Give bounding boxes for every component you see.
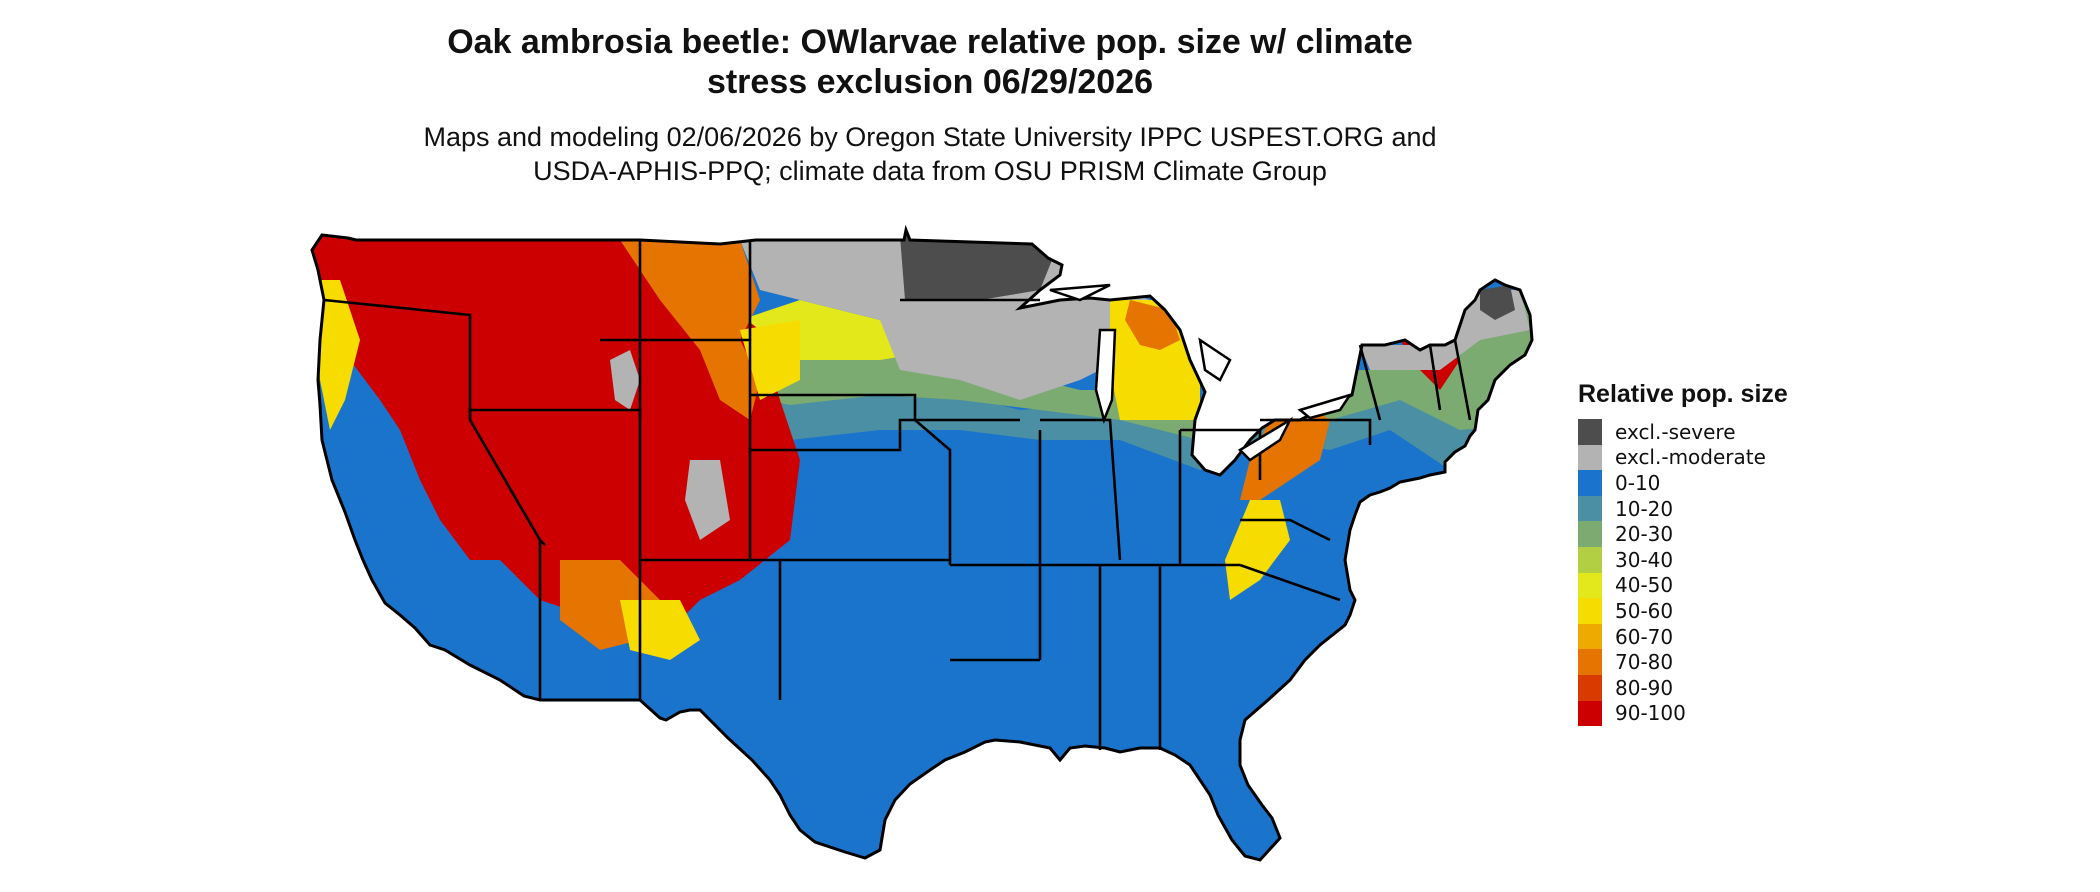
map-subtitle: Maps and modeling 02/06/2026 by Oregon S… — [300, 120, 1560, 188]
map-title: Oak ambrosia beetle: OWlarvae relative p… — [300, 22, 1560, 102]
legend-item: 80-90 — [1578, 674, 1788, 701]
great-lakes — [1049, 283, 1353, 462]
legend-item: 70-80 — [1578, 649, 1788, 675]
legend-label: excl.-severe — [1615, 419, 1736, 444]
legend-swatch — [1578, 598, 1602, 624]
legend-label: 20-30 — [1615, 522, 1674, 547]
legend-swatch — [1578, 419, 1602, 445]
region-ne-orange — [1240, 400, 1330, 500]
region-50-60-b — [740, 320, 800, 400]
legend-item: excl.-moderate — [1578, 444, 1788, 471]
legend-label: 90-100 — [1615, 701, 1686, 726]
legend-label: 30-40 — [1615, 547, 1674, 572]
legend-swatch — [1578, 674, 1602, 701]
region-20-30 — [740, 300, 1532, 440]
region-10-20 — [720, 330, 1532, 470]
map-title-line-2: stress exclusion 06/29/2026 — [706, 63, 1154, 101]
legend-label: 80-90 — [1615, 675, 1674, 700]
legend-title: Relative pop. size — [1578, 380, 1788, 408]
legend-swatch — [1578, 700, 1602, 727]
map-title-line-1: Oak ambrosia beetle: OWlarvae relative p… — [447, 23, 1413, 61]
legend-swatch — [1578, 623, 1602, 650]
region-ne-yellow — [1225, 500, 1290, 600]
legend-swatch — [1578, 495, 1602, 522]
legend-swatch — [1578, 572, 1602, 599]
legend-item: 50-60 — [1578, 598, 1788, 624]
region-excl-severe — [900, 236, 1060, 300]
legend-item: 40-50 — [1578, 572, 1788, 599]
state-borders — [323, 240, 1472, 750]
legend-items: excl.-severe excl.-moderate 0-10 10-20 20-30… — [1578, 419, 1788, 727]
legend-item: 0-10 — [1578, 470, 1788, 496]
legend-item: excl.-severe — [1578, 419, 1788, 445]
map-subtitle-line-1: Maps and modeling 02/06/2026 by Oregon S… — [423, 122, 1437, 152]
legend-swatch — [1578, 546, 1602, 573]
legend-item: 90-100 — [1578, 700, 1788, 727]
legend-swatch — [1578, 444, 1602, 471]
legend-label: excl.-moderate — [1615, 445, 1766, 470]
region-rockies-gray — [610, 350, 640, 410]
legend-item: 20-30 — [1578, 521, 1788, 547]
legend-swatch — [1578, 521, 1602, 547]
legend-label: 60-70 — [1615, 624, 1674, 649]
legend-swatch — [1578, 649, 1602, 675]
region-excl-moderate — [740, 240, 1150, 400]
legend-label: 40-50 — [1615, 573, 1674, 598]
map-subtitle-line-2: USDA-APHIS-PPQ; climate data from OSU PR… — [533, 156, 1327, 186]
legend-label: 10-20 — [1615, 496, 1674, 521]
legend-item: 60-70 — [1578, 623, 1788, 650]
legend-item: 30-40 — [1578, 546, 1788, 573]
region-90-100 — [312, 230, 800, 640]
legend-label: 0-10 — [1615, 470, 1661, 495]
legend-item: 10-20 — [1578, 495, 1788, 522]
legend-label: 70-80 — [1615, 650, 1674, 675]
region-maine-severe — [1480, 285, 1515, 320]
legend-label: 50-60 — [1615, 598, 1674, 623]
region-70-80 — [620, 240, 760, 420]
map-legend: Relative pop. size excl.-severe excl.-mod… — [1578, 380, 1788, 727]
region-rockies-gray-b — [685, 460, 730, 540]
legend-swatch — [1578, 470, 1602, 496]
